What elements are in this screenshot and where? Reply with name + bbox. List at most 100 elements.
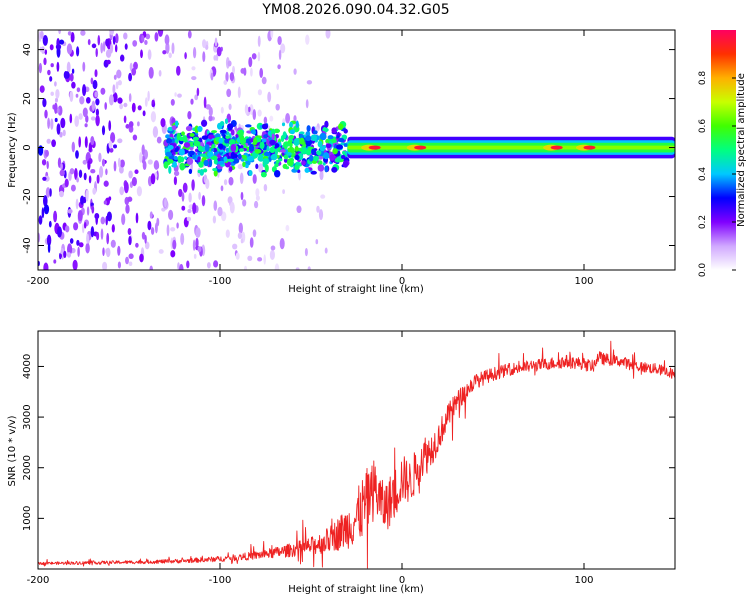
noise-mark	[187, 110, 192, 120]
band-mark	[319, 132, 327, 141]
band-mark	[317, 164, 325, 172]
noise-mark	[225, 229, 230, 238]
noise-mark	[160, 117, 166, 128]
noise-mark	[179, 263, 184, 270]
x-tick-label: -200	[27, 575, 50, 586]
noise-mark	[58, 30, 61, 35]
band-mark	[223, 156, 228, 163]
band-mark	[193, 140, 201, 147]
noise-mark	[141, 34, 145, 43]
noise-mark	[139, 253, 144, 263]
x-tick-label: -100	[209, 276, 232, 287]
noise-mark	[202, 39, 207, 49]
noise-mark	[119, 186, 125, 196]
noise-mark	[47, 117, 51, 129]
noise-mark	[62, 129, 66, 137]
noise-mark	[270, 30, 274, 39]
noise-mark	[269, 115, 274, 122]
band-mark	[260, 171, 267, 178]
noise-mark	[136, 186, 143, 197]
band-mark	[295, 161, 301, 166]
y-tick-label: -40	[22, 237, 33, 253]
y-tick-label: 2000	[22, 455, 33, 480]
noise-mark	[191, 66, 196, 71]
noise-mark	[109, 30, 115, 36]
noise-mark	[49, 76, 53, 82]
noise-mark	[261, 76, 267, 85]
noise-mark	[112, 84, 116, 94]
noise-mark	[75, 93, 79, 98]
noise-mark	[83, 172, 87, 181]
noise-mark	[39, 85, 45, 93]
noise-mark	[164, 198, 167, 208]
noise-mark	[73, 222, 79, 231]
noise-mark	[105, 247, 111, 258]
noise-mark	[54, 117, 58, 123]
y-tick-label: 20	[22, 92, 33, 105]
noise-mark	[239, 172, 244, 185]
noise-mark	[249, 237, 254, 248]
noise-mark	[153, 160, 160, 170]
noise-mark	[208, 115, 213, 122]
noise-mark	[57, 226, 62, 238]
noise-mark	[121, 213, 126, 226]
noise-mark	[100, 42, 104, 54]
noise-mark	[186, 260, 190, 269]
noise-mark	[201, 195, 206, 207]
colorbar-tick-label: 0.2	[698, 215, 708, 229]
noise-mark	[279, 237, 285, 250]
band-mark	[278, 158, 283, 162]
noise-mark	[95, 213, 99, 225]
noise-mark	[257, 51, 261, 62]
noise-mark	[158, 70, 162, 77]
noise-mark	[132, 40, 138, 47]
noise-mark	[131, 102, 136, 113]
y-tick-label: 4000	[22, 354, 33, 379]
band-mark	[227, 123, 234, 131]
band-mark	[197, 156, 201, 163]
band-mark	[167, 159, 174, 164]
noise-mark	[63, 70, 69, 79]
band-mark	[245, 164, 249, 169]
colorbar-scale	[711, 30, 736, 270]
noise-mark	[67, 208, 73, 214]
noise-mark	[280, 43, 286, 54]
noise-mark	[208, 106, 213, 117]
noise-mark	[53, 259, 57, 264]
band-mark	[309, 154, 314, 162]
band-mark	[230, 144, 237, 152]
noise-mark	[50, 118, 54, 130]
noise-mark	[223, 80, 228, 85]
noise-mark	[112, 92, 118, 103]
noise-mark	[228, 103, 232, 110]
band-mark	[218, 137, 224, 144]
noise-mark	[124, 43, 128, 50]
noise-mark	[194, 94, 199, 101]
noise-mark	[77, 209, 83, 222]
noise-mark	[164, 34, 170, 45]
noise-mark	[127, 196, 133, 202]
band-mark	[299, 137, 305, 145]
snr-y-ticks: 1000 2000 3000 4000	[22, 354, 675, 531]
noise-mark	[188, 192, 192, 203]
noise-mark	[213, 260, 219, 268]
band-mark	[266, 138, 270, 145]
noise-mark	[213, 200, 218, 211]
noise-mark	[77, 246, 80, 258]
noise-mark	[60, 117, 66, 129]
noise-mark	[296, 205, 302, 214]
noise-mark	[83, 222, 87, 229]
noise-mark	[82, 84, 87, 97]
band-mark	[289, 129, 296, 135]
band-mark	[254, 148, 262, 154]
noise-mark	[157, 30, 164, 37]
band-mark	[174, 120, 179, 127]
noise-mark	[125, 124, 130, 129]
noise-mark	[71, 81, 76, 89]
noise-mark	[76, 239, 80, 246]
band-mark	[305, 139, 312, 147]
noise-mark	[263, 254, 266, 265]
noise-mark	[181, 192, 185, 202]
noise-mark	[227, 60, 232, 67]
band-mark	[283, 158, 288, 163]
